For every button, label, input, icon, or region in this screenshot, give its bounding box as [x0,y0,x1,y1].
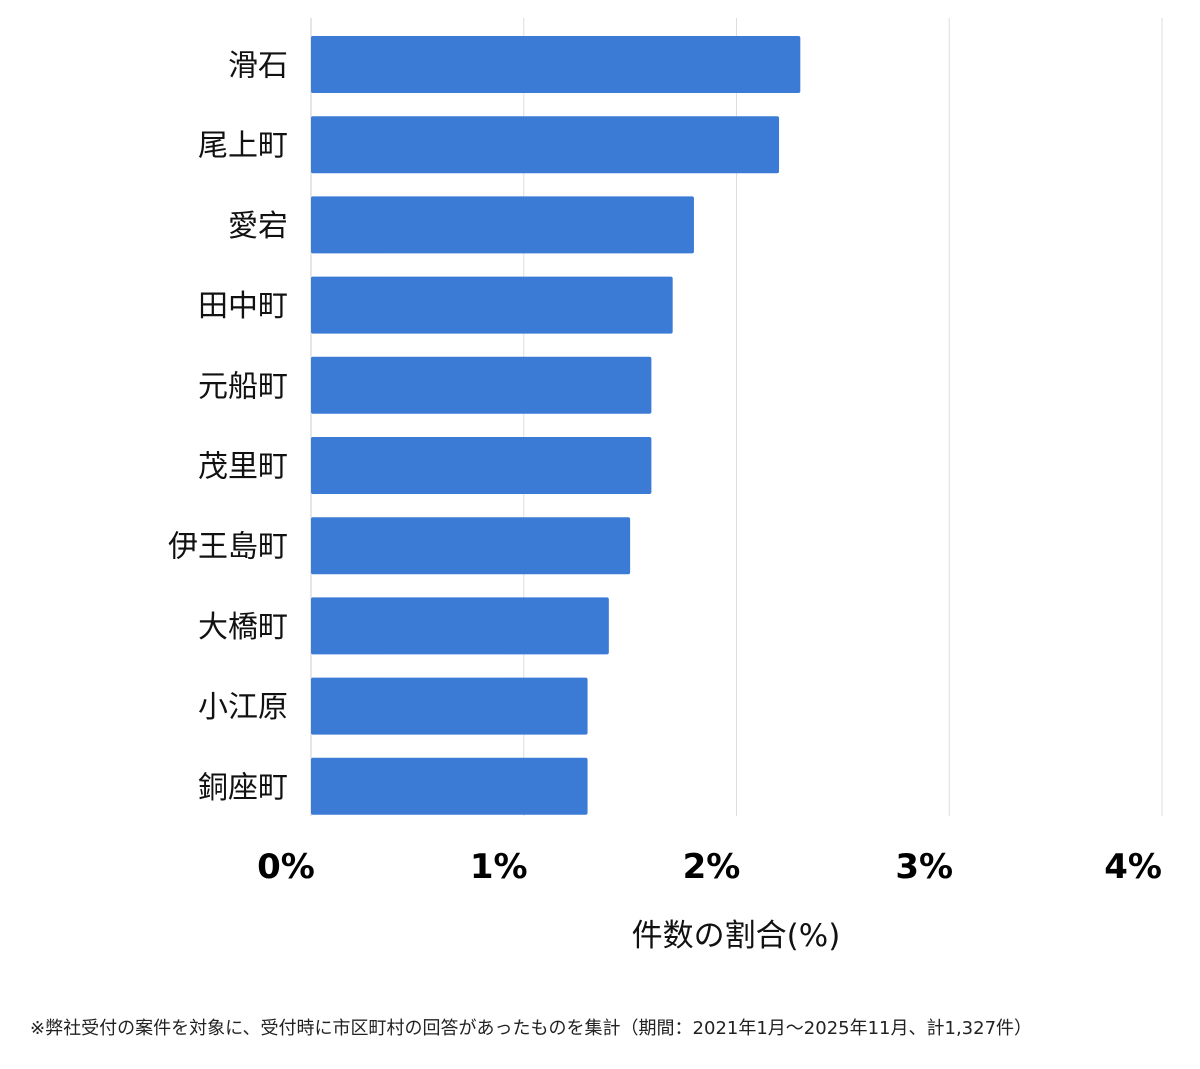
category-label: 伊王島町 [168,530,288,565]
bar [311,757,588,815]
category-label: 田中町 [198,289,288,324]
category-label: 銅座町 [198,770,288,805]
x-tick-labels: 0% 1% 2% 3% 4% [257,847,1162,887]
category-label: 愛宕 [228,209,288,244]
x-tick-label: 1% [470,847,528,887]
bar [311,356,652,414]
bar [311,517,631,575]
bar [311,36,801,93]
footnote: ※弊社受付の案件を対象に、受付時に市区町村の回答があったものを集計（期間：202… [30,1018,1033,1039]
bar [311,276,673,334]
category-label: 尾上町 [198,129,288,164]
bar [311,196,694,254]
bar [311,437,652,494]
category-label: 大橋町 [198,610,288,645]
x-axis-title: 件数の割合(%) [632,918,841,954]
bar [311,116,780,174]
bar [311,677,588,735]
category-label: 滑石 [228,49,288,84]
x-tick-label: 0% [257,847,315,887]
category-label: 茂里町 [198,450,288,485]
x-tick-label: 4% [1104,847,1162,887]
bar [311,597,609,655]
bars [311,36,801,815]
category-label: 元船町 [198,369,288,404]
category-label: 小江原 [198,690,288,725]
x-tick-label: 3% [895,847,953,887]
x-tick-label: 2% [683,847,741,887]
